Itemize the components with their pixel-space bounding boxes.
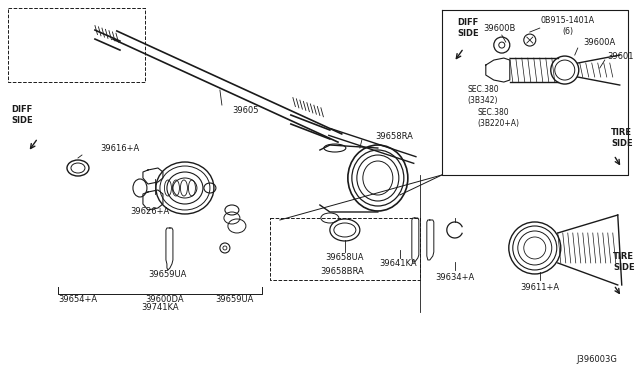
Text: TIRE
SIDE: TIRE SIDE xyxy=(611,128,632,148)
Text: 39600A: 39600A xyxy=(584,38,616,46)
Text: 0B915-1401A
(6): 0B915-1401A (6) xyxy=(541,16,595,36)
Text: 39600B: 39600B xyxy=(484,23,516,33)
Text: 39626+A: 39626+A xyxy=(130,208,169,217)
Text: DIFF
SIDE: DIFF SIDE xyxy=(457,18,479,38)
Text: 39600DA: 39600DA xyxy=(145,295,184,304)
Text: 39658BRA: 39658BRA xyxy=(320,267,364,276)
Text: TIRE
SIDE: TIRE SIDE xyxy=(613,252,634,272)
Text: 39658RA: 39658RA xyxy=(375,132,413,141)
Text: SEC.380
(3B342): SEC.380 (3B342) xyxy=(468,85,499,105)
Text: 39641KA: 39641KA xyxy=(379,259,417,269)
Text: 39616+A: 39616+A xyxy=(100,144,140,153)
Text: DIFF
SIDE: DIFF SIDE xyxy=(11,105,33,125)
Text: 39659UA: 39659UA xyxy=(148,270,187,279)
Text: 39658UA: 39658UA xyxy=(326,253,364,263)
Text: 39654+A: 39654+A xyxy=(58,295,97,304)
Text: SEC.380
(3B220+A): SEC.380 (3B220+A) xyxy=(478,108,520,128)
Text: J396003G: J396003G xyxy=(577,355,618,365)
Text: 39741KA: 39741KA xyxy=(141,304,179,312)
Text: 39634+A: 39634+A xyxy=(435,273,474,282)
Text: 39601: 39601 xyxy=(608,52,634,61)
Text: 39659UA: 39659UA xyxy=(215,295,253,304)
Text: 39605: 39605 xyxy=(232,106,259,115)
Text: 39611+A: 39611+A xyxy=(520,283,559,292)
